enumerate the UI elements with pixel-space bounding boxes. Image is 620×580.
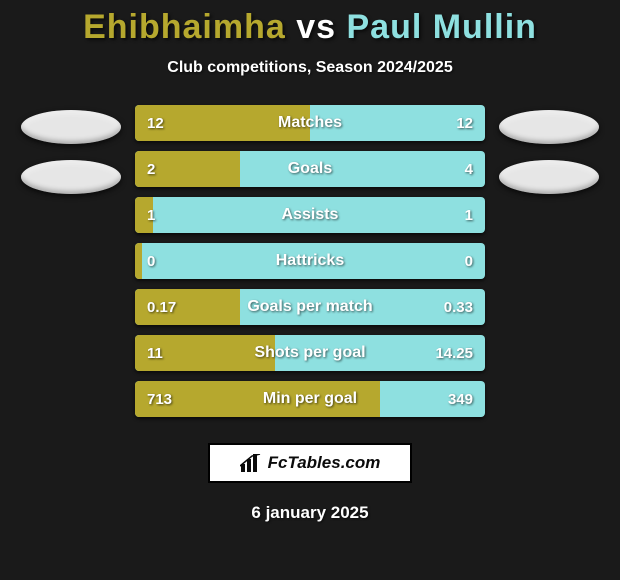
comparison-bars: 1212Matches24Goals11Assists00Hattricks0.… <box>135 105 485 417</box>
brand-text: FcTables.com <box>268 453 381 473</box>
value-right: 14.25 <box>435 345 473 362</box>
club-badge <box>499 110 599 144</box>
bar-value-labels: 12 12 <box>135 105 485 141</box>
subtitle: Club competitions, Season 2024/2025 <box>167 59 452 77</box>
bar-value-labels: 11 14.25 <box>135 335 485 371</box>
value-left: 2 <box>147 161 155 178</box>
stat-row: 1114.25Shots per goal <box>135 335 485 371</box>
bar-value-labels: 713 349 <box>135 381 485 417</box>
value-right: 12 <box>456 115 473 132</box>
value-right: 0 <box>465 253 473 270</box>
page-title: Ehibhaimha vs Paul Mullin <box>83 8 537 47</box>
stat-row: 24Goals <box>135 151 485 187</box>
badges-left <box>21 105 121 417</box>
club-badge <box>499 160 599 194</box>
stat-row: 0.170.33Goals per match <box>135 289 485 325</box>
brand-watermark: FcTables.com <box>208 443 412 483</box>
stat-row: 1212Matches <box>135 105 485 141</box>
value-left: 12 <box>147 115 164 132</box>
value-left: 0.17 <box>147 299 176 316</box>
comparison-container: Ehibhaimha vs Paul Mullin Club competiti… <box>0 0 620 580</box>
value-left: 1 <box>147 207 155 224</box>
bar-chart-icon <box>240 454 262 472</box>
stat-row: 11Assists <box>135 197 485 233</box>
value-left: 0 <box>147 253 155 270</box>
value-right: 1 <box>465 207 473 224</box>
chart-area: 1212Matches24Goals11Assists00Hattricks0.… <box>0 105 620 417</box>
value-right: 349 <box>448 391 473 408</box>
title-vs: vs <box>286 8 347 46</box>
title-player1: Ehibhaimha <box>83 8 286 46</box>
bar-value-labels: 0.17 0.33 <box>135 289 485 325</box>
badges-right <box>499 105 599 417</box>
stat-row: 713349Min per goal <box>135 381 485 417</box>
title-player2: Paul Mullin <box>346 8 536 46</box>
bar-value-labels: 11 <box>135 197 485 233</box>
stat-row: 00Hattricks <box>135 243 485 279</box>
value-right: 4 <box>465 161 473 178</box>
club-badge <box>21 110 121 144</box>
bar-value-labels: 00 <box>135 243 485 279</box>
value-right: 0.33 <box>444 299 473 316</box>
date-label: 6 january 2025 <box>251 503 368 523</box>
club-badge <box>21 160 121 194</box>
value-left: 713 <box>147 391 172 408</box>
bar-value-labels: 24 <box>135 151 485 187</box>
value-left: 11 <box>147 345 163 362</box>
